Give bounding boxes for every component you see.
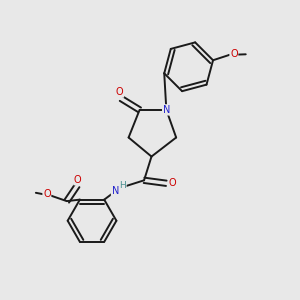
Text: N: N [112,186,119,196]
Text: N: N [163,105,170,115]
Text: H: H [119,181,126,190]
Text: O: O [43,189,51,199]
Text: O: O [230,49,238,59]
Text: O: O [116,87,124,97]
Text: O: O [169,178,176,188]
Text: O: O [74,175,82,185]
